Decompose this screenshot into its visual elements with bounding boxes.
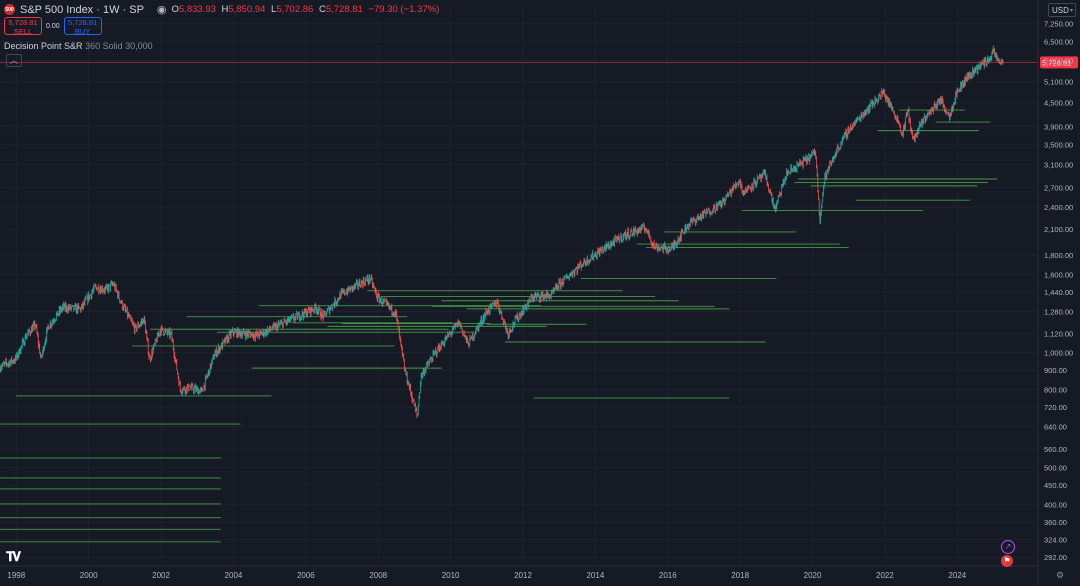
x-tick-label: 2024: [948, 571, 966, 580]
buy-button[interactable]: 5,728.81 BUY: [63, 17, 102, 36]
y-tick-label: 720.00: [1044, 403, 1067, 412]
sp500-logo-icon: 500: [4, 4, 15, 15]
y-tick-label: 1,280.00: [1044, 307, 1073, 316]
support-resistance-lines: [0, 109, 998, 543]
x-tick-label: 2008: [369, 571, 387, 580]
y-tick-label: 7,250.00: [1044, 19, 1073, 28]
x-tick-label: 2020: [804, 571, 822, 580]
last-price-tag: [1040, 56, 1078, 69]
y-tick-label: 500.00: [1044, 464, 1067, 473]
last-price-line: 5,728.81: [0, 56, 1078, 69]
settings-icon[interactable]: ⚙: [1056, 570, 1065, 580]
buy-label: BUY: [74, 26, 91, 36]
y-tick-label: 450.00: [1044, 481, 1067, 490]
magic-wand-icon[interactable]: ↗: [1001, 540, 1015, 554]
symbol-header: 500 S&P 500 Index · 1W · SP ◉ O5,833.93 …: [4, 3, 442, 16]
y-tick-label: 1,600.00: [1044, 270, 1073, 279]
x-tick-label: 1998: [7, 571, 25, 580]
y-tick-label: 1,120.00: [1044, 330, 1073, 339]
y-tick-label: 360.00: [1044, 518, 1067, 527]
open-value: 5,833.93: [178, 4, 216, 15]
x-tick-label: 2010: [442, 571, 460, 580]
y-tick-label: 400.00: [1044, 501, 1067, 510]
currency-selector[interactable]: USD: [1048, 3, 1076, 18]
eye-icon[interactable]: ◉: [156, 4, 167, 16]
x-tick-label: 2000: [80, 571, 98, 580]
sell-button[interactable]: 5,728.81 SELL: [4, 17, 42, 35]
sell-price: 5,728.81: [8, 18, 38, 27]
y-tick-label: 3,900.00: [1044, 122, 1073, 131]
x-tick-label: 2012: [514, 571, 532, 580]
y-tick-label: 4,500.00: [1044, 99, 1073, 108]
y-tick-label: 2,100.00: [1044, 225, 1073, 234]
high-value: 5,850.94: [228, 4, 266, 15]
change-value: −79.30 (−1.37%): [368, 4, 440, 15]
spread-value: 0.00: [46, 22, 60, 30]
x-tick-label: 2004: [225, 571, 243, 580]
y-tick-label: 640.00: [1044, 423, 1067, 432]
low-value: 5,702.86: [276, 4, 314, 15]
y-tick-label: 5,800.00: [1044, 56, 1073, 65]
sell-label: SELL: [13, 26, 33, 36]
y-tick-label: 900.00: [1044, 366, 1067, 375]
y-tick-label: 1,000.00: [1044, 348, 1073, 357]
chart-grid: [0, 8, 1038, 566]
ohlc-values: O5,833.93 H5,850.94 L5,702.86 C5,728.81 …: [171, 4, 440, 15]
y-tick-label: 800.00: [1044, 386, 1067, 395]
collapse-legend-button[interactable]: ︿: [6, 54, 22, 67]
x-tick-label: 2006: [297, 571, 315, 580]
x-tick-label: 2016: [659, 571, 677, 580]
y-tick-label: 5,100.00: [1044, 78, 1073, 87]
x-tick-label: 2014: [586, 571, 604, 580]
last-price-label: 5,728.81: [1042, 58, 1071, 67]
y-tick-label: 1,800.00: [1044, 251, 1073, 260]
y-tick-label: 2,700.00: [1044, 183, 1073, 192]
y-tick-label: 2,400.00: [1044, 203, 1073, 212]
y-tick-label: 6,500.00: [1044, 37, 1073, 46]
candle-series: [0, 45, 1004, 419]
y-tick-label: 3,100.00: [1044, 160, 1073, 169]
buy-price: 5,728.81: [68, 18, 98, 27]
tradingview-logo-icon[interactable]: 𝐓𝐕: [6, 549, 21, 564]
indicator-legend[interactable]: Decision Point S&R 360 Solid 30,000: [4, 41, 153, 51]
indicator-params: 360 Solid 30,000: [85, 41, 153, 51]
trade-panel: 5,728.81 SELL 0.00 5,728.81 BUY: [4, 17, 102, 35]
y-tick-label: 3,500.00: [1044, 140, 1073, 149]
indicator-name: Decision Point S&R: [4, 41, 83, 51]
y-tick-label: 324.00: [1044, 536, 1067, 545]
y-tick-label: 292.00: [1044, 553, 1067, 562]
y-tick-label: 560.00: [1044, 445, 1067, 454]
flag-icon[interactable]: ⚑: [1001, 555, 1013, 567]
x-tick-label: 2018: [731, 571, 749, 580]
close-value: 5,728.81: [325, 4, 363, 15]
y-tick-label: 1,440.00: [1044, 288, 1073, 297]
x-tick-label: 2002: [152, 571, 170, 580]
x-tick-label: 2022: [876, 571, 894, 580]
symbol-title[interactable]: S&P 500 Index · 1W · SP: [20, 3, 144, 16]
